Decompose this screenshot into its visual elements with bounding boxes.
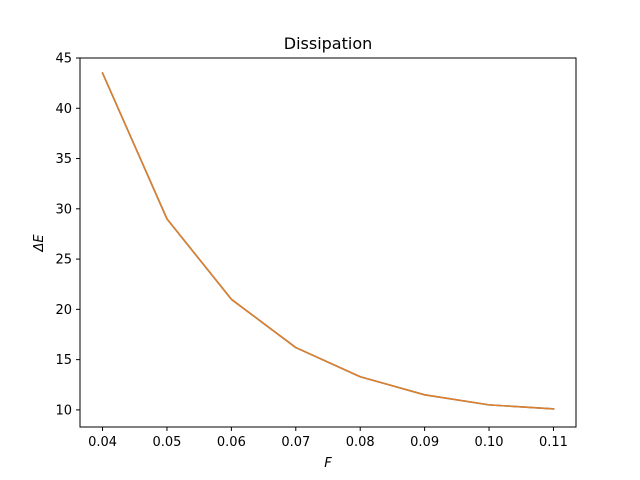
y-axis-label: ΔE <box>32 234 47 253</box>
y-tick-label: 15 <box>55 353 72 368</box>
x-tick-label: 0.05 <box>152 435 181 450</box>
x-axis-label: F <box>324 456 332 471</box>
x-tick-label: 0.08 <box>346 435 375 450</box>
y-tick-label: 25 <box>55 253 72 268</box>
y-tick-label: 30 <box>55 202 72 217</box>
x-tick-label: 0.04 <box>88 435 117 450</box>
y-tick-label: 20 <box>55 303 72 318</box>
plot-area: 0.04 0.05 0.06 0.07 0.08 0.09 0.10 0.11 10 15 20 25… <box>55 52 577 450</box>
y-tick-label: 45 <box>55 52 72 67</box>
series-line-1 <box>101 72 555 410</box>
y-tick-label: 35 <box>55 152 72 167</box>
y-tick-label: 40 <box>55 102 72 117</box>
x-tick-label: 0.11 <box>539 435 568 450</box>
x-tick-label: 0.06 <box>217 435 246 450</box>
x-tick-label: 0.10 <box>475 435 504 450</box>
x-tick-label: 0.09 <box>410 435 439 450</box>
series-line-2 <box>101 72 555 410</box>
x-tick-label: 0.07 <box>281 435 310 450</box>
y-tick-label: 10 <box>55 403 72 418</box>
plot-frame <box>79 57 577 428</box>
chart-title: Dissipation <box>284 34 373 53</box>
